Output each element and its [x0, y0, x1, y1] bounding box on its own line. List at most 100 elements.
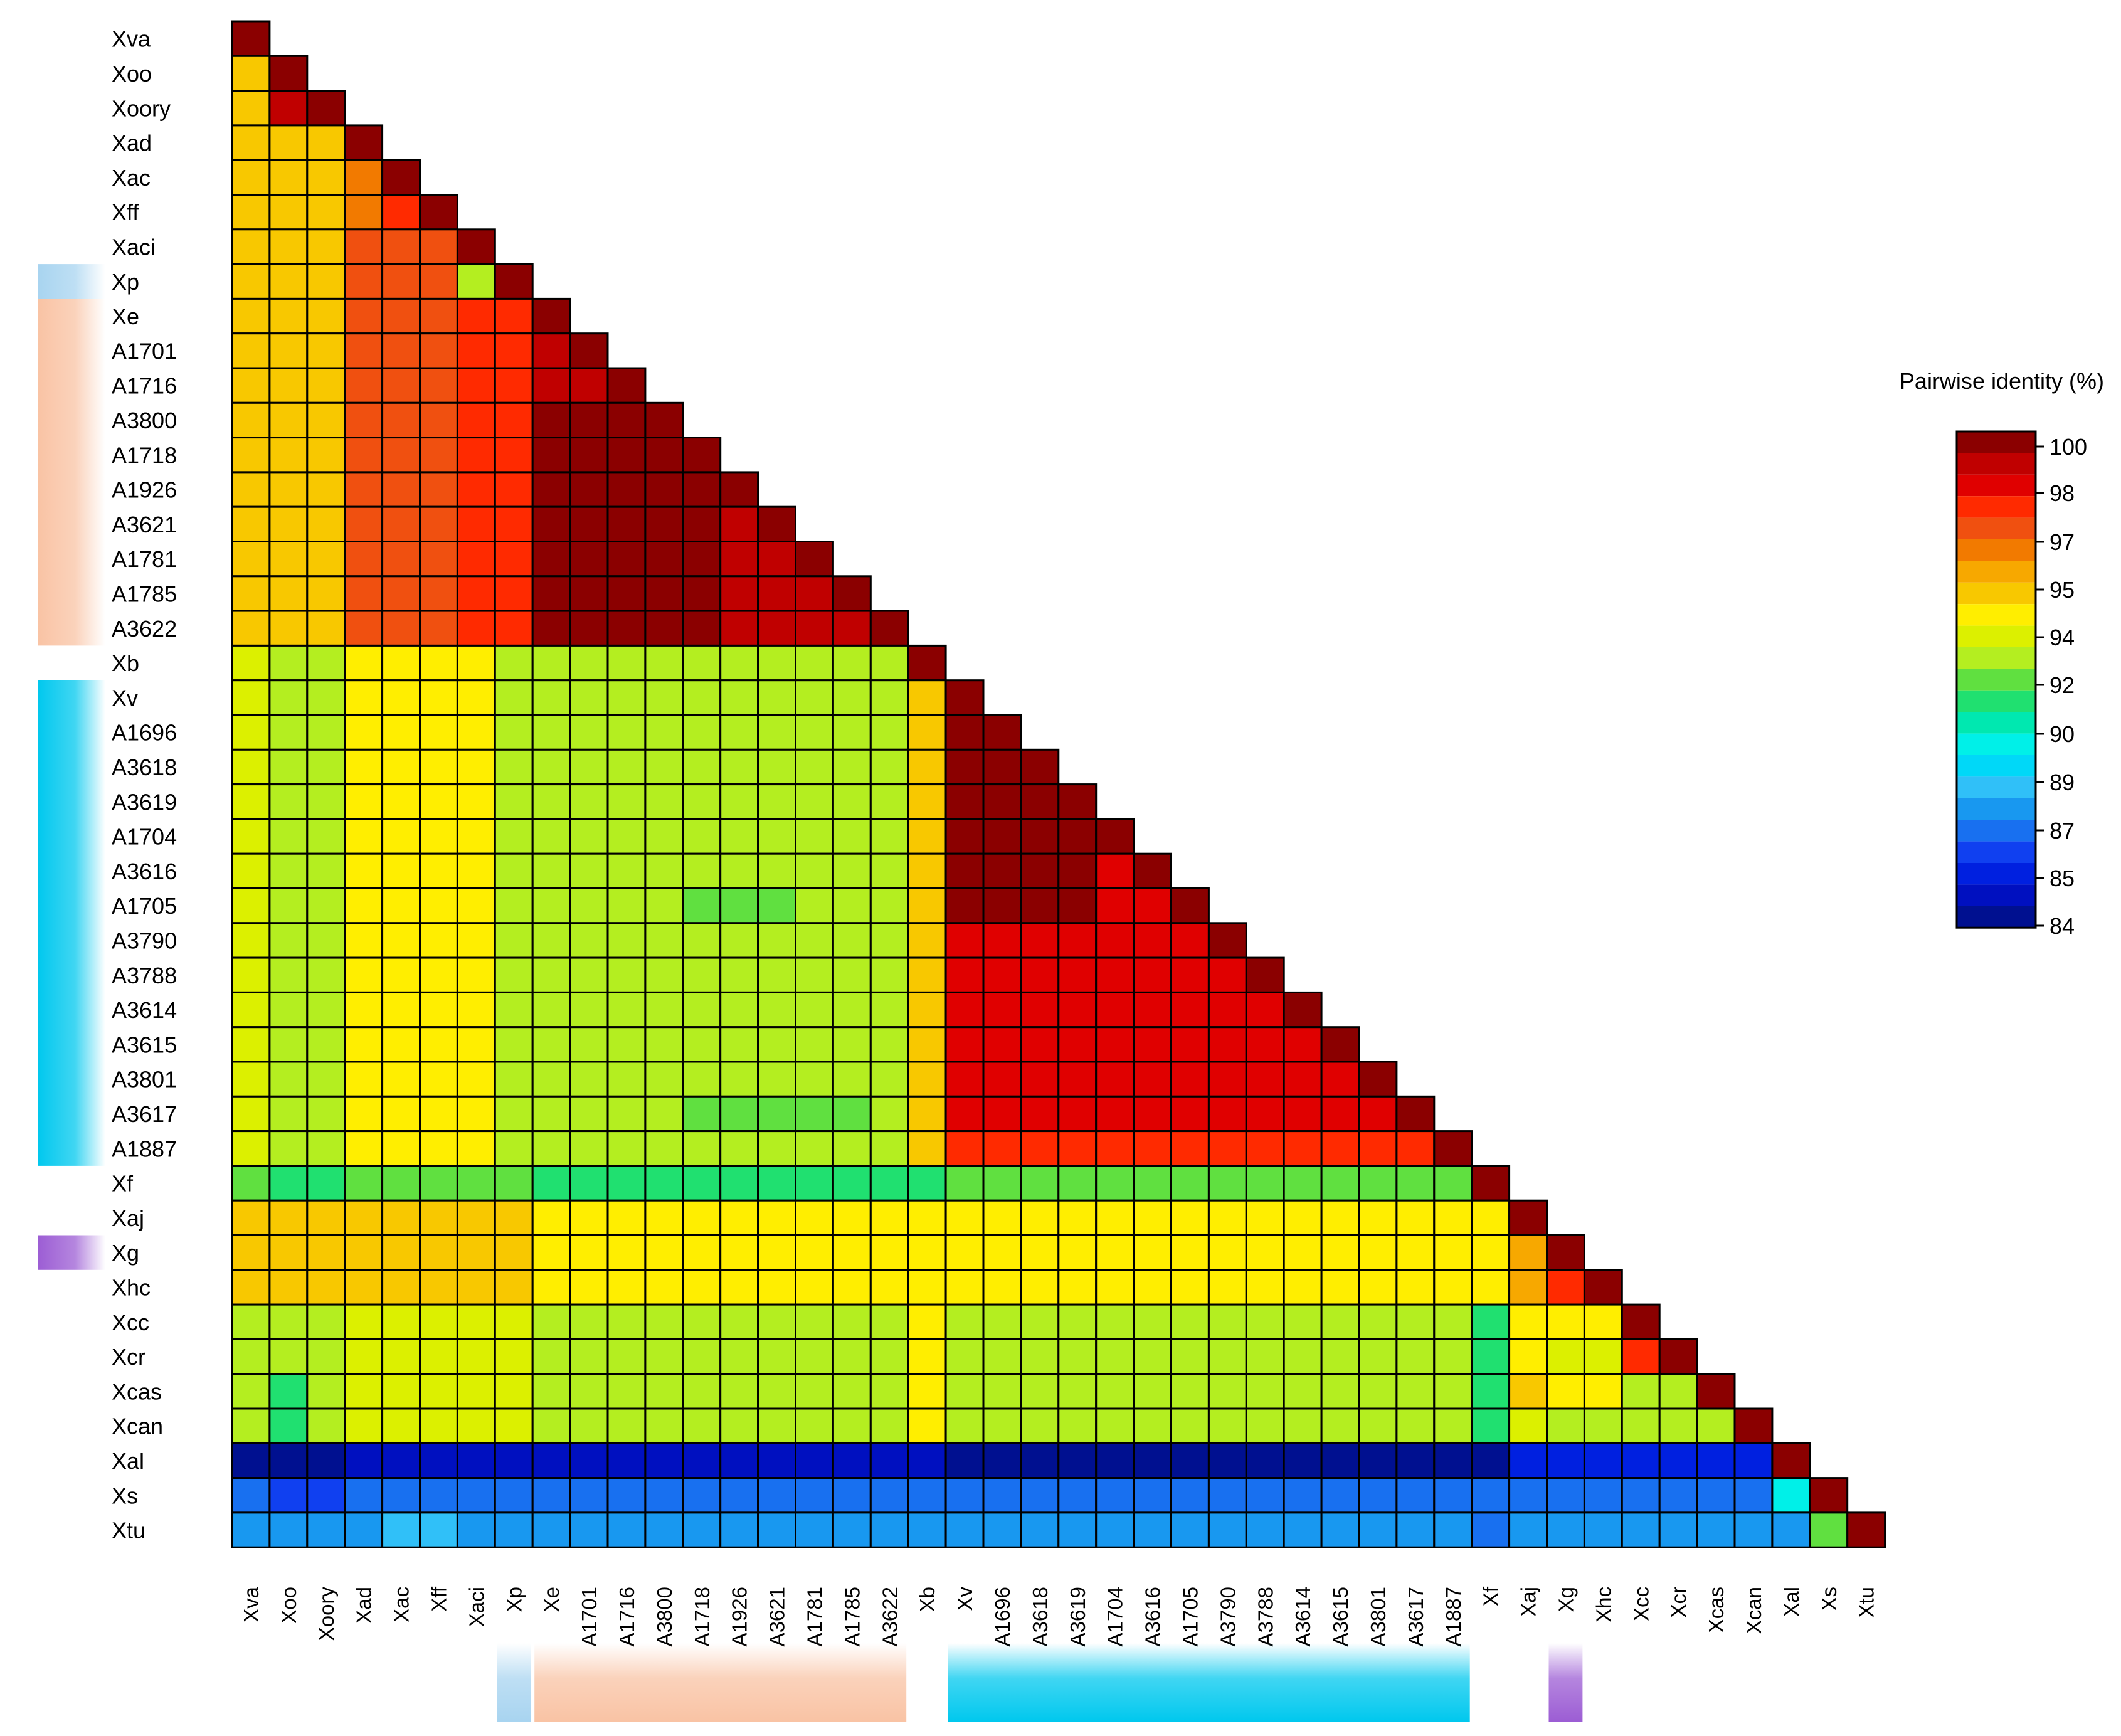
row-label: Xac: [112, 165, 151, 191]
heatmap-cell: [1395, 1442, 1436, 1479]
heatmap-cell: [419, 1477, 458, 1514]
heatmap-cell: [719, 1442, 759, 1479]
heatmap-cell: [682, 575, 722, 612]
heatmap-cell: [1546, 1511, 1585, 1548]
column-label: A3618: [1029, 1587, 1052, 1646]
heatmap-cell: [606, 714, 647, 751]
heatmap-cell: [268, 1165, 309, 1202]
heatmap-cell: [456, 922, 496, 959]
heatmap-cell: [419, 505, 458, 543]
heatmap-cell: [644, 956, 684, 993]
heatmap-cell: [907, 783, 947, 820]
heatmap-cell: [494, 679, 534, 716]
column-group-bars: [497, 1643, 1583, 1722]
heatmap-cell: [757, 644, 796, 682]
heatmap-cell: [869, 1303, 909, 1340]
heatmap-cell: [682, 1511, 722, 1548]
heatmap-cell: [306, 1442, 346, 1479]
heatmap-cell: [682, 1477, 722, 1514]
row-label: A1696: [112, 720, 177, 746]
heatmap-cell: [419, 1199, 458, 1236]
heatmap-cell: [719, 1303, 759, 1340]
heatmap-cell: [531, 332, 571, 369]
heatmap-cell: [1207, 1199, 1247, 1236]
heatmap-cell: [569, 1199, 609, 1236]
heatmap-cell: [1170, 956, 1210, 993]
heatmap-cell: [456, 541, 496, 578]
heatmap-cell: [982, 1407, 1022, 1444]
heatmap-cells: [231, 20, 1886, 1548]
heatmap-cell: [795, 922, 834, 959]
heatmap-cell: [719, 852, 759, 889]
heatmap-cell: [982, 1269, 1022, 1306]
heatmap-cell: [1546, 1303, 1585, 1340]
heatmap-cell: [1057, 1303, 1098, 1340]
heatmap-cell: [719, 922, 759, 959]
heatmap-cell: [231, 1130, 271, 1167]
heatmap-cell: [569, 991, 609, 1029]
heatmap-cell: [795, 1373, 834, 1410]
legend-tick-label: 85: [2050, 865, 2075, 891]
heatmap-cell: [1020, 1234, 1060, 1271]
heatmap-cell: [1057, 1338, 1098, 1375]
heatmap-cell: [1057, 956, 1098, 993]
heatmap-cell: [569, 1026, 609, 1063]
legend-swatch: [1957, 625, 2036, 647]
column-label: A1705: [1179, 1587, 1202, 1646]
heatmap-cell: [344, 1442, 384, 1479]
heatmap-cell: [381, 575, 421, 612]
heatmap-cell: [606, 1407, 647, 1444]
heatmap-cell: [832, 1095, 872, 1133]
heatmap-cell: [419, 401, 458, 439]
row-label: A1704: [112, 824, 177, 850]
heatmap-cell: [1020, 1373, 1060, 1410]
heatmap-cell: [1133, 1338, 1172, 1375]
heatmap-cell: [531, 852, 571, 889]
heatmap-cell: [306, 505, 346, 543]
heatmap-cell: [944, 922, 985, 959]
heatmap-cell: [381, 1477, 421, 1514]
heatmap-cell: [982, 1130, 1022, 1167]
heatmap-cell: [569, 748, 609, 786]
heatmap-cell: [1095, 1234, 1135, 1271]
heatmap-cell: [1621, 1303, 1661, 1340]
heatmap-cell: [795, 644, 834, 682]
heatmap-cell: [1433, 1269, 1473, 1306]
heatmap-cell: [231, 332, 271, 369]
heatmap-cell: [456, 644, 496, 682]
heatmap-cell: [982, 1442, 1022, 1479]
heatmap-cell: [1057, 818, 1098, 855]
heatmap-cell: [344, 505, 384, 543]
heatmap-cell: [1057, 991, 1098, 1029]
heatmap-cell: [419, 818, 458, 855]
heatmap-cell: [306, 194, 346, 231]
heatmap-cell: [306, 852, 346, 889]
heatmap-cell: [1020, 1303, 1060, 1340]
legend-swatch: [1957, 453, 2036, 475]
heatmap-cell: [1471, 1199, 1511, 1236]
heatmap-cell: [644, 1338, 684, 1375]
heatmap-cell: [1658, 1477, 1698, 1514]
row-group-bar: [38, 1235, 105, 1270]
column-label: Xb: [916, 1587, 939, 1612]
heatmap-cell: [494, 1407, 534, 1444]
heatmap-cell: [795, 1130, 834, 1167]
heatmap-cell: [1133, 991, 1172, 1029]
heatmap-cell: [344, 575, 384, 612]
heatmap-cell: [531, 1234, 571, 1271]
heatmap-cell: [757, 818, 796, 855]
heatmap-cell: [306, 644, 346, 682]
heatmap-cell: [682, 1269, 722, 1306]
heatmap-cell: [268, 818, 309, 855]
heatmap-cell: [1320, 1477, 1360, 1514]
heatmap-cell: [795, 1511, 834, 1548]
heatmap-cell: [1170, 1095, 1210, 1133]
heatmap-cell: [419, 991, 458, 1029]
heatmap-cell: [531, 956, 571, 993]
heatmap-cell: [795, 1269, 834, 1306]
heatmap-cell: [306, 956, 346, 993]
heatmap-cell: [531, 1511, 571, 1548]
heatmap-cell: [832, 1061, 872, 1098]
heatmap-cell: [719, 748, 759, 786]
column-label: Xf: [1479, 1586, 1503, 1606]
